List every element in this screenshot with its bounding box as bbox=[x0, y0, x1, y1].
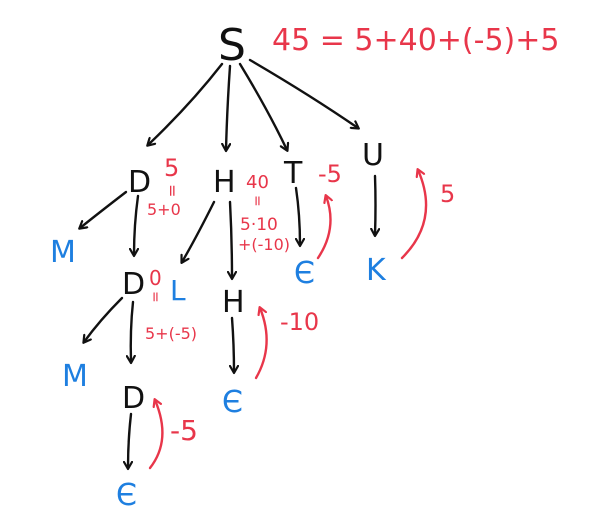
edge-s-h bbox=[226, 64, 232, 150]
edge-h1-l bbox=[182, 200, 216, 262]
annotation-h1-expr-2: +(-10) bbox=[238, 235, 290, 254]
annotation-d1-expr: 5+0 bbox=[147, 200, 181, 219]
edge-s-t bbox=[238, 62, 287, 150]
node-t: T bbox=[283, 156, 303, 191]
label-d-eps: -5 bbox=[170, 414, 198, 447]
node-h1: H bbox=[213, 165, 236, 200]
annotation-d1-value: 5 bbox=[164, 154, 179, 182]
edge-d1-d2 bbox=[134, 194, 140, 255]
edge-u-k bbox=[375, 174, 376, 235]
node-l: L bbox=[170, 274, 186, 307]
node-eps-d: Є bbox=[116, 478, 137, 513]
node-m2: M bbox=[62, 359, 88, 394]
annotation-d2-value: 0 bbox=[149, 266, 162, 290]
node-d1: D bbox=[128, 165, 151, 200]
annotation-h1-equals: = bbox=[249, 195, 265, 207]
node-eps-h: Є bbox=[222, 385, 243, 420]
node-m1: M bbox=[50, 235, 76, 270]
node-eps-t: Є bbox=[294, 256, 315, 291]
equation-text: 45 = 5+40+(-5)+5 bbox=[272, 23, 559, 58]
red-arrow-t-eps bbox=[316, 196, 331, 260]
annotation-h1-expr-1: 5·10 bbox=[240, 215, 278, 235]
edge-d3-eps bbox=[128, 412, 131, 468]
edge-d1-m bbox=[80, 190, 128, 228]
annotation-d2-expr: 5+(-5) bbox=[145, 324, 197, 343]
annotation-d1-equals: = bbox=[163, 184, 182, 197]
node-h2: H bbox=[222, 285, 245, 320]
label-t-eps: -5 bbox=[318, 160, 342, 188]
edge-h2-eps bbox=[232, 316, 234, 372]
label-h-eps: -10 bbox=[280, 308, 319, 336]
node-d2: D bbox=[122, 267, 145, 302]
red-arrow-k-u bbox=[400, 170, 428, 260]
node-s: S bbox=[218, 20, 246, 71]
edge-d2-m bbox=[84, 296, 124, 342]
edge-s-d bbox=[148, 62, 224, 145]
edge-s-u bbox=[248, 58, 358, 128]
edge-t-eps bbox=[294, 186, 300, 245]
annotation-h1-value: 40 bbox=[246, 172, 269, 193]
node-d3: D bbox=[122, 381, 145, 416]
red-arrow-h-eps bbox=[254, 308, 268, 380]
red-arrow-d-eps bbox=[148, 400, 164, 470]
node-k: K bbox=[366, 253, 387, 288]
node-u: U bbox=[362, 138, 384, 173]
edge-h1-h2 bbox=[230, 200, 232, 278]
edge-d2-d3 bbox=[131, 300, 133, 362]
annotation-d2-equals: = bbox=[147, 291, 163, 303]
label-k-u: 5 bbox=[440, 180, 455, 208]
